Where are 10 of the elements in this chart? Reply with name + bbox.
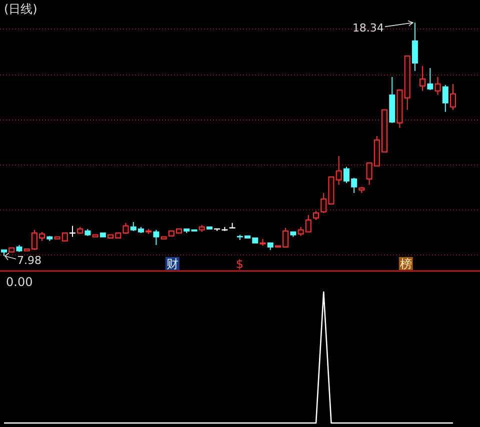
chart-title: 0.00 xyxy=(6,275,33,289)
text: $ xyxy=(236,257,244,271)
annotation: 18.34 xyxy=(352,22,384,35)
text: 财 xyxy=(166,257,178,271)
candlestick xyxy=(412,22,418,72)
candlestick xyxy=(420,65,426,92)
annotation: 7.98 xyxy=(17,254,42,267)
candlestick xyxy=(336,156,342,186)
text: 榜 xyxy=(400,257,412,271)
chart-title: (日线) xyxy=(4,2,38,16)
